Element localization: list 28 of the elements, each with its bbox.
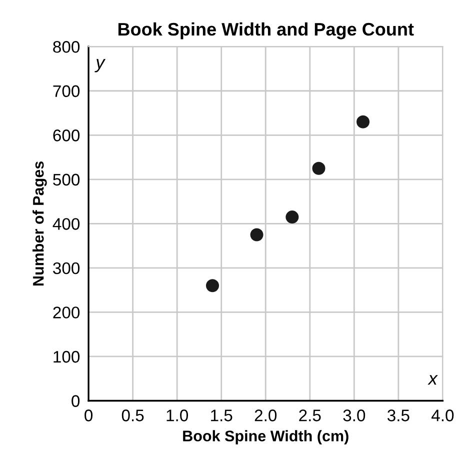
x-tick-label: 0	[84, 410, 93, 422]
annotation: y	[94, 59, 106, 72]
y-tick-label: 0	[72, 395, 80, 407]
point	[206, 279, 219, 292]
y-tick-label: 200	[53, 306, 80, 318]
y-axis-title: Number of Pages	[32, 161, 47, 286]
y-tick-label: 100	[54, 350, 80, 363]
point	[250, 228, 264, 242]
x-tick-label: 4.0	[432, 410, 454, 422]
point	[286, 210, 299, 224]
x-tick-label: 3.0	[343, 410, 366, 422]
y-tick-label: 300	[53, 262, 80, 274]
annotation: x	[428, 375, 438, 385]
point	[312, 162, 326, 175]
y-tick-label: 700	[53, 85, 80, 98]
y-tick-label: 500	[53, 174, 80, 186]
x-axis-title: Book Spine Width (cm)	[183, 430, 348, 444]
x-tick-label: 1.5	[211, 410, 232, 422]
point	[356, 115, 370, 128]
x-tick-label: 3.5	[387, 410, 410, 422]
y-tick-label: 600	[53, 130, 80, 142]
x-tick-label: 0.5	[122, 410, 144, 422]
x-tick-label: 1.0	[166, 410, 188, 422]
chart-title: Book Spine Width and Page Count	[118, 22, 414, 40]
y-tick-label: 400	[52, 218, 80, 230]
x-tick-label: 2.0	[254, 410, 277, 422]
y-tick-label: 800	[53, 41, 80, 53]
x-tick-label: 2.5	[299, 410, 321, 422]
